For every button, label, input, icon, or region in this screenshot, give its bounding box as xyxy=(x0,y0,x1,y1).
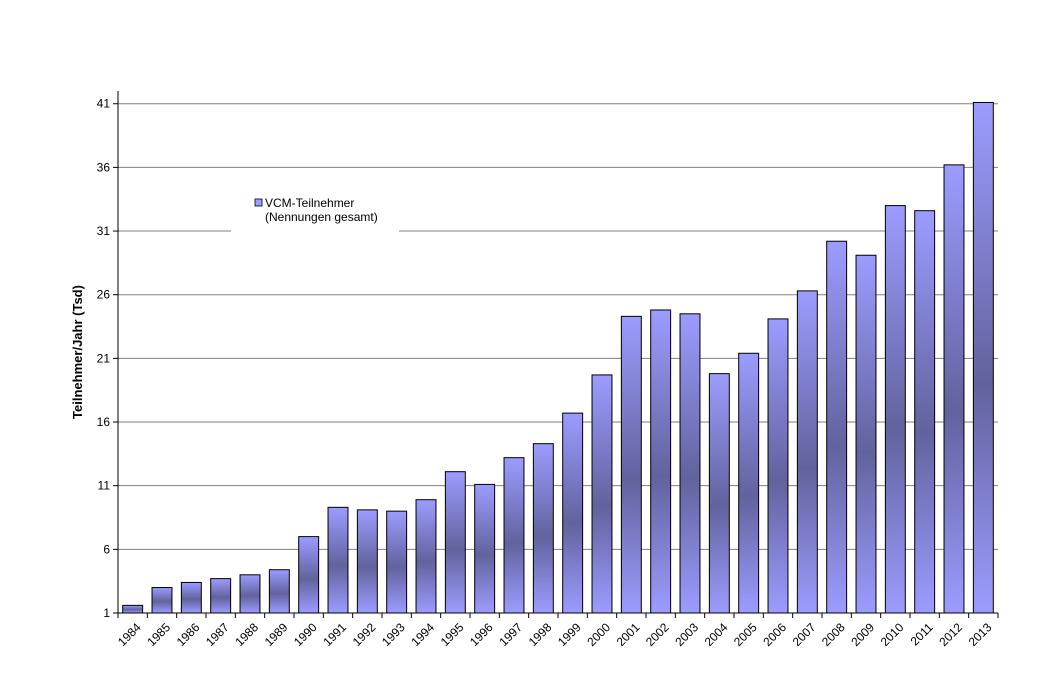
x-tick-label: 1984 xyxy=(115,620,144,649)
x-tick-label: 1989 xyxy=(262,620,291,649)
bar-1995 xyxy=(444,471,466,614)
x-tick-label: 2002 xyxy=(643,620,672,649)
x-tick-label: 1990 xyxy=(291,620,320,649)
x-tick-label: 2008 xyxy=(819,620,848,649)
bar-2010 xyxy=(884,205,906,614)
bar-1999 xyxy=(562,412,584,614)
x-tick-label: 1994 xyxy=(408,620,437,649)
x-tick-labels: 1984 1985 1986 1987 1988 1989 1990 1991 1992 1993… xyxy=(115,620,995,649)
bar-2005 xyxy=(738,352,760,614)
bar-2000 xyxy=(591,374,613,614)
y-tick-label: 1 xyxy=(103,606,110,620)
x-tick-label: 1992 xyxy=(350,620,379,649)
bar-1994 xyxy=(415,499,437,614)
bar-2001 xyxy=(620,315,642,614)
x-tick-label: 1999 xyxy=(555,620,584,649)
x-tick-label: 2011 xyxy=(908,620,936,648)
x-tick-label: 2004 xyxy=(702,620,731,649)
bar-1989 xyxy=(268,569,290,614)
y-tick-label: 21 xyxy=(97,351,111,365)
y-tick-label: 26 xyxy=(97,288,111,302)
x-tick-label: 2009 xyxy=(848,620,877,649)
bars xyxy=(122,101,994,614)
bar-2007 xyxy=(796,290,818,614)
legend-label-line2: (Nennungen gesamt) xyxy=(265,210,378,224)
bar-1996 xyxy=(474,483,496,614)
x-tick-label: 1988 xyxy=(232,620,261,649)
legend-swatch xyxy=(254,198,263,207)
bar-2013 xyxy=(972,101,994,614)
bar-2009 xyxy=(855,254,877,614)
legend-label: VCM-Teilnehmer xyxy=(265,196,354,210)
x-tick-label: 1991 xyxy=(320,620,349,649)
x-tick-label: 1996 xyxy=(467,620,496,649)
y-tick-label: 31 xyxy=(97,224,111,238)
bar-2011 xyxy=(914,210,936,614)
bar-1991 xyxy=(327,506,349,614)
y-tick-label: 11 xyxy=(98,479,111,493)
bar-1987 xyxy=(210,578,232,614)
y-tick-label: 36 xyxy=(97,160,111,174)
x-tick-label: 1993 xyxy=(379,620,408,649)
x-tick-label: 2001 xyxy=(614,620,643,649)
x-tick-label: 2010 xyxy=(878,620,907,649)
bar-1984 xyxy=(122,604,144,614)
bar-1993 xyxy=(386,510,408,614)
x-tick-label: 1987 xyxy=(203,620,232,649)
x-tick-label: 1997 xyxy=(496,620,525,649)
x-tick-label: 1995 xyxy=(438,620,467,649)
y-axis-label: Teilnehmer/Jahr (Tsd) xyxy=(70,285,85,419)
bar-2008 xyxy=(826,240,848,614)
bar-1997 xyxy=(503,457,525,614)
y-tick-label: 41 xyxy=(97,97,111,111)
x-tick-label: 2013 xyxy=(966,620,995,649)
bar-1988 xyxy=(239,574,261,614)
axes xyxy=(113,91,999,618)
bar-1986 xyxy=(180,581,202,614)
x-tick-label: 2007 xyxy=(790,620,819,649)
x-tick-label: 2012 xyxy=(936,620,965,649)
bar-2006 xyxy=(767,318,789,614)
legend: VCM-Teilnehmer (Nennungen gesamt) xyxy=(231,191,399,233)
x-tick-label: 1998 xyxy=(526,620,555,649)
bar-1985 xyxy=(151,587,173,614)
bar-2012 xyxy=(943,164,965,614)
bar-2002 xyxy=(650,309,672,614)
bar-1990 xyxy=(298,536,320,614)
bar-2003 xyxy=(679,313,701,614)
bar-1992 xyxy=(356,509,378,614)
legend-background xyxy=(231,191,399,233)
y-tick-label: 6 xyxy=(103,542,110,556)
y-tick-label: 16 xyxy=(97,415,111,429)
x-tick-label: 2005 xyxy=(731,620,760,649)
x-tick-label: 2000 xyxy=(584,620,613,649)
x-tick-label: 2003 xyxy=(672,620,701,649)
x-tick-label: 1986 xyxy=(174,620,203,649)
x-tick-label: 1985 xyxy=(144,620,173,649)
x-tick-label: 2006 xyxy=(760,620,789,649)
bar-2004 xyxy=(708,373,730,614)
bar-1998 xyxy=(532,443,554,614)
